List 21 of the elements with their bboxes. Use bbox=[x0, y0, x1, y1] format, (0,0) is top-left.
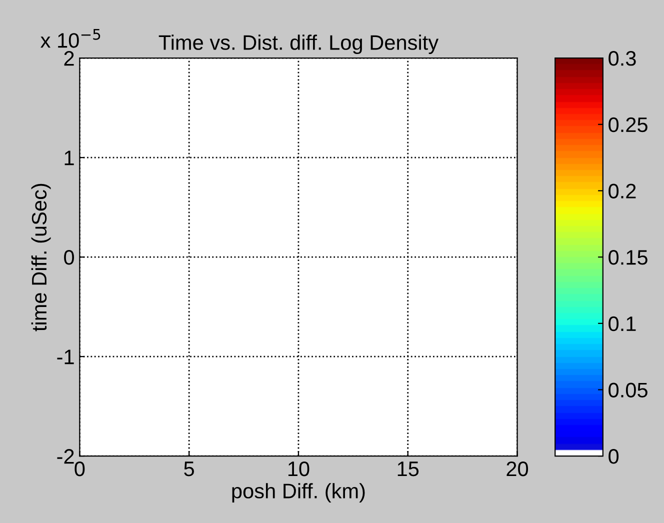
chart-title: Time vs. Dist. diff. Log Density bbox=[158, 34, 439, 54]
x-tick-label: 10 bbox=[288, 461, 310, 476]
y-tick-label: -2 bbox=[57, 449, 74, 464]
color-bar-label: 0 bbox=[608, 449, 619, 464]
y-axis-title: time Diff. (uSec) bbox=[31, 184, 51, 332]
x-tick-label: 0 bbox=[74, 461, 85, 476]
x-tick-label: 5 bbox=[184, 462, 194, 476]
x-tick-label: 15 bbox=[398, 462, 419, 476]
color-bar-label: 0.15 bbox=[608, 250, 648, 265]
x-axis-title: posh Diff. (km) bbox=[232, 483, 365, 503]
text: x 10$^{−5}$ bbox=[40, 29, 100, 48]
y-tick-label: 1 bbox=[64, 150, 74, 166]
y-tick-label: -1 bbox=[57, 350, 74, 364]
color-bar-label: 0.2 bbox=[608, 184, 636, 198]
color-bar-label: 0.25 bbox=[608, 117, 648, 132]
color-bar-label: 0.3 bbox=[608, 51, 636, 66]
x-tick-label: 20 bbox=[506, 461, 528, 476]
color-bar-label: 0.05 bbox=[608, 382, 648, 398]
color-bar-label: 0.1 bbox=[608, 316, 636, 332]
y-tick-label: 0 bbox=[64, 250, 74, 265]
y-tick-label: 2 bbox=[64, 51, 74, 66]
